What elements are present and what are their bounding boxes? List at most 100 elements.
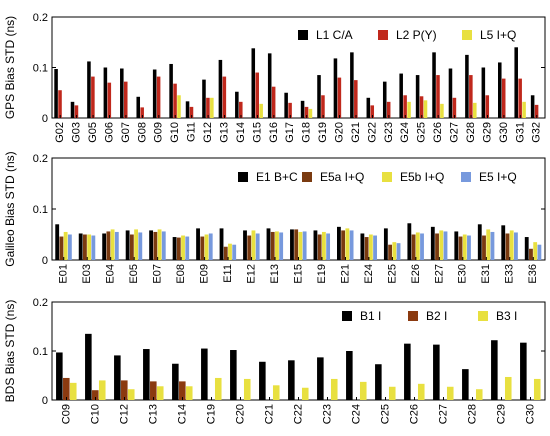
legend-swatch [238,172,248,182]
x-tick-label: C27 [437,404,449,424]
bar-e5a-i-q [59,236,64,260]
x-tick-label: G03 [71,122,83,143]
bar-l1-c-a [350,52,354,118]
y-tick-label: 0.1 [33,204,48,216]
bar-e1-b-c [501,225,506,260]
bar-l1-c-a [465,54,469,118]
legend-swatch [342,311,352,321]
x-tick-label: E13 [269,264,281,284]
bar-l2-p-y- [518,78,522,118]
x-tick-label: E11 [222,264,234,283]
bar-l2-p-y- [156,76,161,118]
bar-e5b-i-q [298,231,303,260]
x-tick-label: G19 [317,122,329,143]
legend-swatch [462,30,472,40]
x-tick-label: G22 [366,122,378,143]
bar-b1-i [317,357,324,400]
x-tick-label: E03 [81,264,93,284]
bar-l1-c-a [235,91,239,118]
y-axis-label: Galileo Bias STD (ns) [3,151,17,266]
y-tick-label: 0 [42,255,48,267]
bar-b1-i [259,361,266,400]
bar-b3-i [156,386,164,400]
legend-swatch [408,311,418,321]
bar-e1-b-c [360,233,365,260]
bar-e5b-i-q [181,235,185,260]
bar-e5a-i-q [294,229,299,260]
bar-b3-i [98,380,106,400]
bar-l1-c-a [317,75,321,118]
bar-l2-p-y- [485,95,490,118]
bar-e5b-i-q [110,229,115,260]
bar-l1-c-a [366,97,371,118]
bar-b3-i [417,383,425,400]
x-tick-label: E09 [199,264,211,284]
bar-l1-c-a [54,69,58,118]
bar-e5b-i-q [228,243,232,260]
y-tick-label: 0.1 [33,346,48,358]
x-tick-label: E25 [386,264,398,284]
bar-e5a-i-q [129,234,134,260]
bar-e1-b-c [55,224,60,260]
bar-e5b-i-q [157,229,162,260]
bar-e5a-i-q [153,231,158,260]
bar-e5-i-q [514,232,518,260]
legend-swatch [378,30,388,40]
bar-l1-c-a [169,63,173,118]
bar-e5b-i-q [439,230,444,260]
bar-l1-c-a [185,101,190,118]
x-tick-label: C24 [350,404,362,424]
bar-e5a-i-q [458,236,463,260]
bar-b3-i [127,389,135,400]
bar-b2-i [92,390,99,400]
y-tick-label: 0.2 [33,297,48,309]
x-tick-label: C19 [205,404,217,424]
x-tick-label: C30 [524,404,536,424]
bar-e1-b-c [477,224,482,260]
bar-e5a-i-q [106,231,111,260]
y-tick-label: 0.2 [33,12,48,24]
bar-l2-p-y- [239,101,243,118]
bar-l2-p-y- [58,90,62,118]
bar-e1-b-c [407,223,412,260]
bar-e1-b-c [219,228,224,260]
bar-b1-i [462,369,469,400]
bar-e5-i-q [396,243,401,260]
bar-l1-c-a [267,53,272,118]
panel-3: 0 0.1 0.2 BDS Bias STD (ns) C09 C10 C12 C13 C14 C… [3,297,546,424]
bar-e5-i-q [67,234,72,260]
x-tick-label: G09 [153,122,165,143]
bar-e1-b-c [102,233,107,260]
bar-e5a-i-q [388,244,393,260]
x-tick-label: G28 [465,122,477,143]
bar-l2-p-y- [501,78,506,118]
panel-1: 0 0.1 0.2 GPS Bias STD (ns) G02 G03 G05 G06 G07 G… [3,12,546,143]
bar-e5b-i-q [462,234,467,260]
x-tick-label: G17 [284,122,296,143]
bar-e5-i-q [255,233,260,260]
bar-e5b-i-q [251,230,256,260]
bar-b1-i [85,333,92,400]
x-tick-label: G02 [54,122,66,143]
bar-b1-i [491,340,498,400]
bar-e5a-i-q [505,233,510,260]
bar-l1-c-a [300,100,305,118]
x-tick-label: E33 [504,264,516,284]
bar-e1-b-c [172,237,177,260]
bar-e5-i-q [302,231,307,260]
x-tick-label: G25 [416,122,428,143]
y-tick-label: 0.2 [33,153,48,165]
bar-l2-p-y- [370,105,375,118]
bar-b3-i [272,385,280,400]
bar-e5-i-q [537,244,542,260]
legend-label: B3 I [496,309,517,323]
legend-label: B1 I [360,309,381,323]
bar-l2-p-y- [452,97,457,118]
x-tick-label: C09 [60,404,72,424]
legend-swatch [461,172,471,182]
bar-l2-p-y- [123,81,128,118]
bar-e5b-i-q [415,232,420,260]
bar-e5b-i-q [533,242,538,260]
x-tick-label: G08 [136,122,148,143]
bar-e5a-i-q [411,234,416,260]
